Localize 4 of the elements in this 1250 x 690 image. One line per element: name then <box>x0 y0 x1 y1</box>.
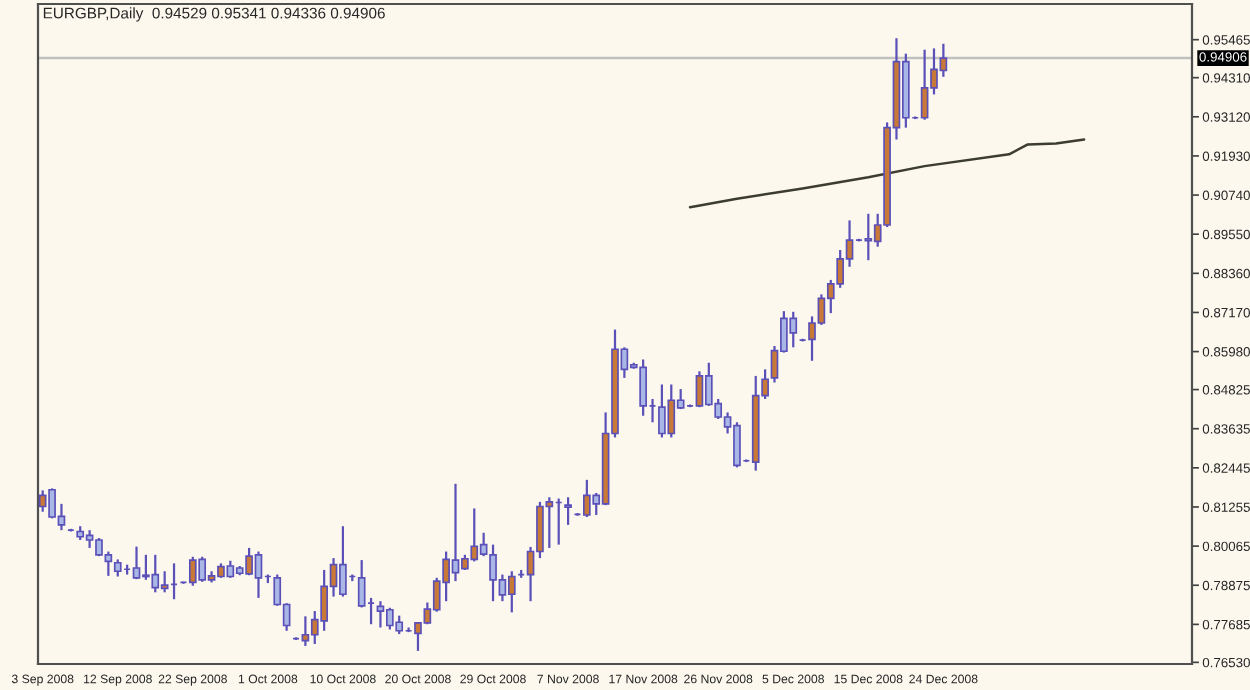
candlestick <box>357 558 366 609</box>
candlestick <box>564 496 572 527</box>
candlestick <box>507 570 516 614</box>
line-series <box>688 138 1086 209</box>
